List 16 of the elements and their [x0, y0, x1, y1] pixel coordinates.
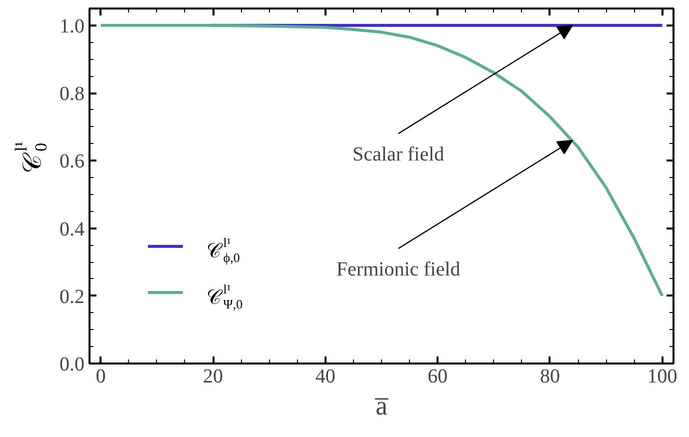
y-tick-label: 0.4	[60, 218, 84, 240]
x-tick-label: 40	[315, 366, 336, 388]
x-tick-label: 0	[96, 366, 106, 388]
annotation: Fermionic field	[336, 258, 460, 281]
annotation: Scalar field	[352, 144, 444, 166]
x-tick-label: 20	[203, 366, 224, 388]
x-tick-label: 80	[540, 366, 560, 388]
y-tick-label: 0.8	[60, 83, 84, 106]
y-axis-title: 𝒞l¹0	[11, 142, 50, 174]
y-tick-label: 0.2	[60, 286, 84, 308]
y-tick-label: 0.6	[60, 150, 84, 173]
y-tick-label: 0.0	[60, 354, 84, 376]
x-tick-label: 100	[647, 366, 678, 388]
x-tick-label: 60	[428, 366, 448, 388]
y-tick-label: 1.0	[60, 15, 84, 38]
x-axis-title: a̅	[374, 390, 389, 420]
